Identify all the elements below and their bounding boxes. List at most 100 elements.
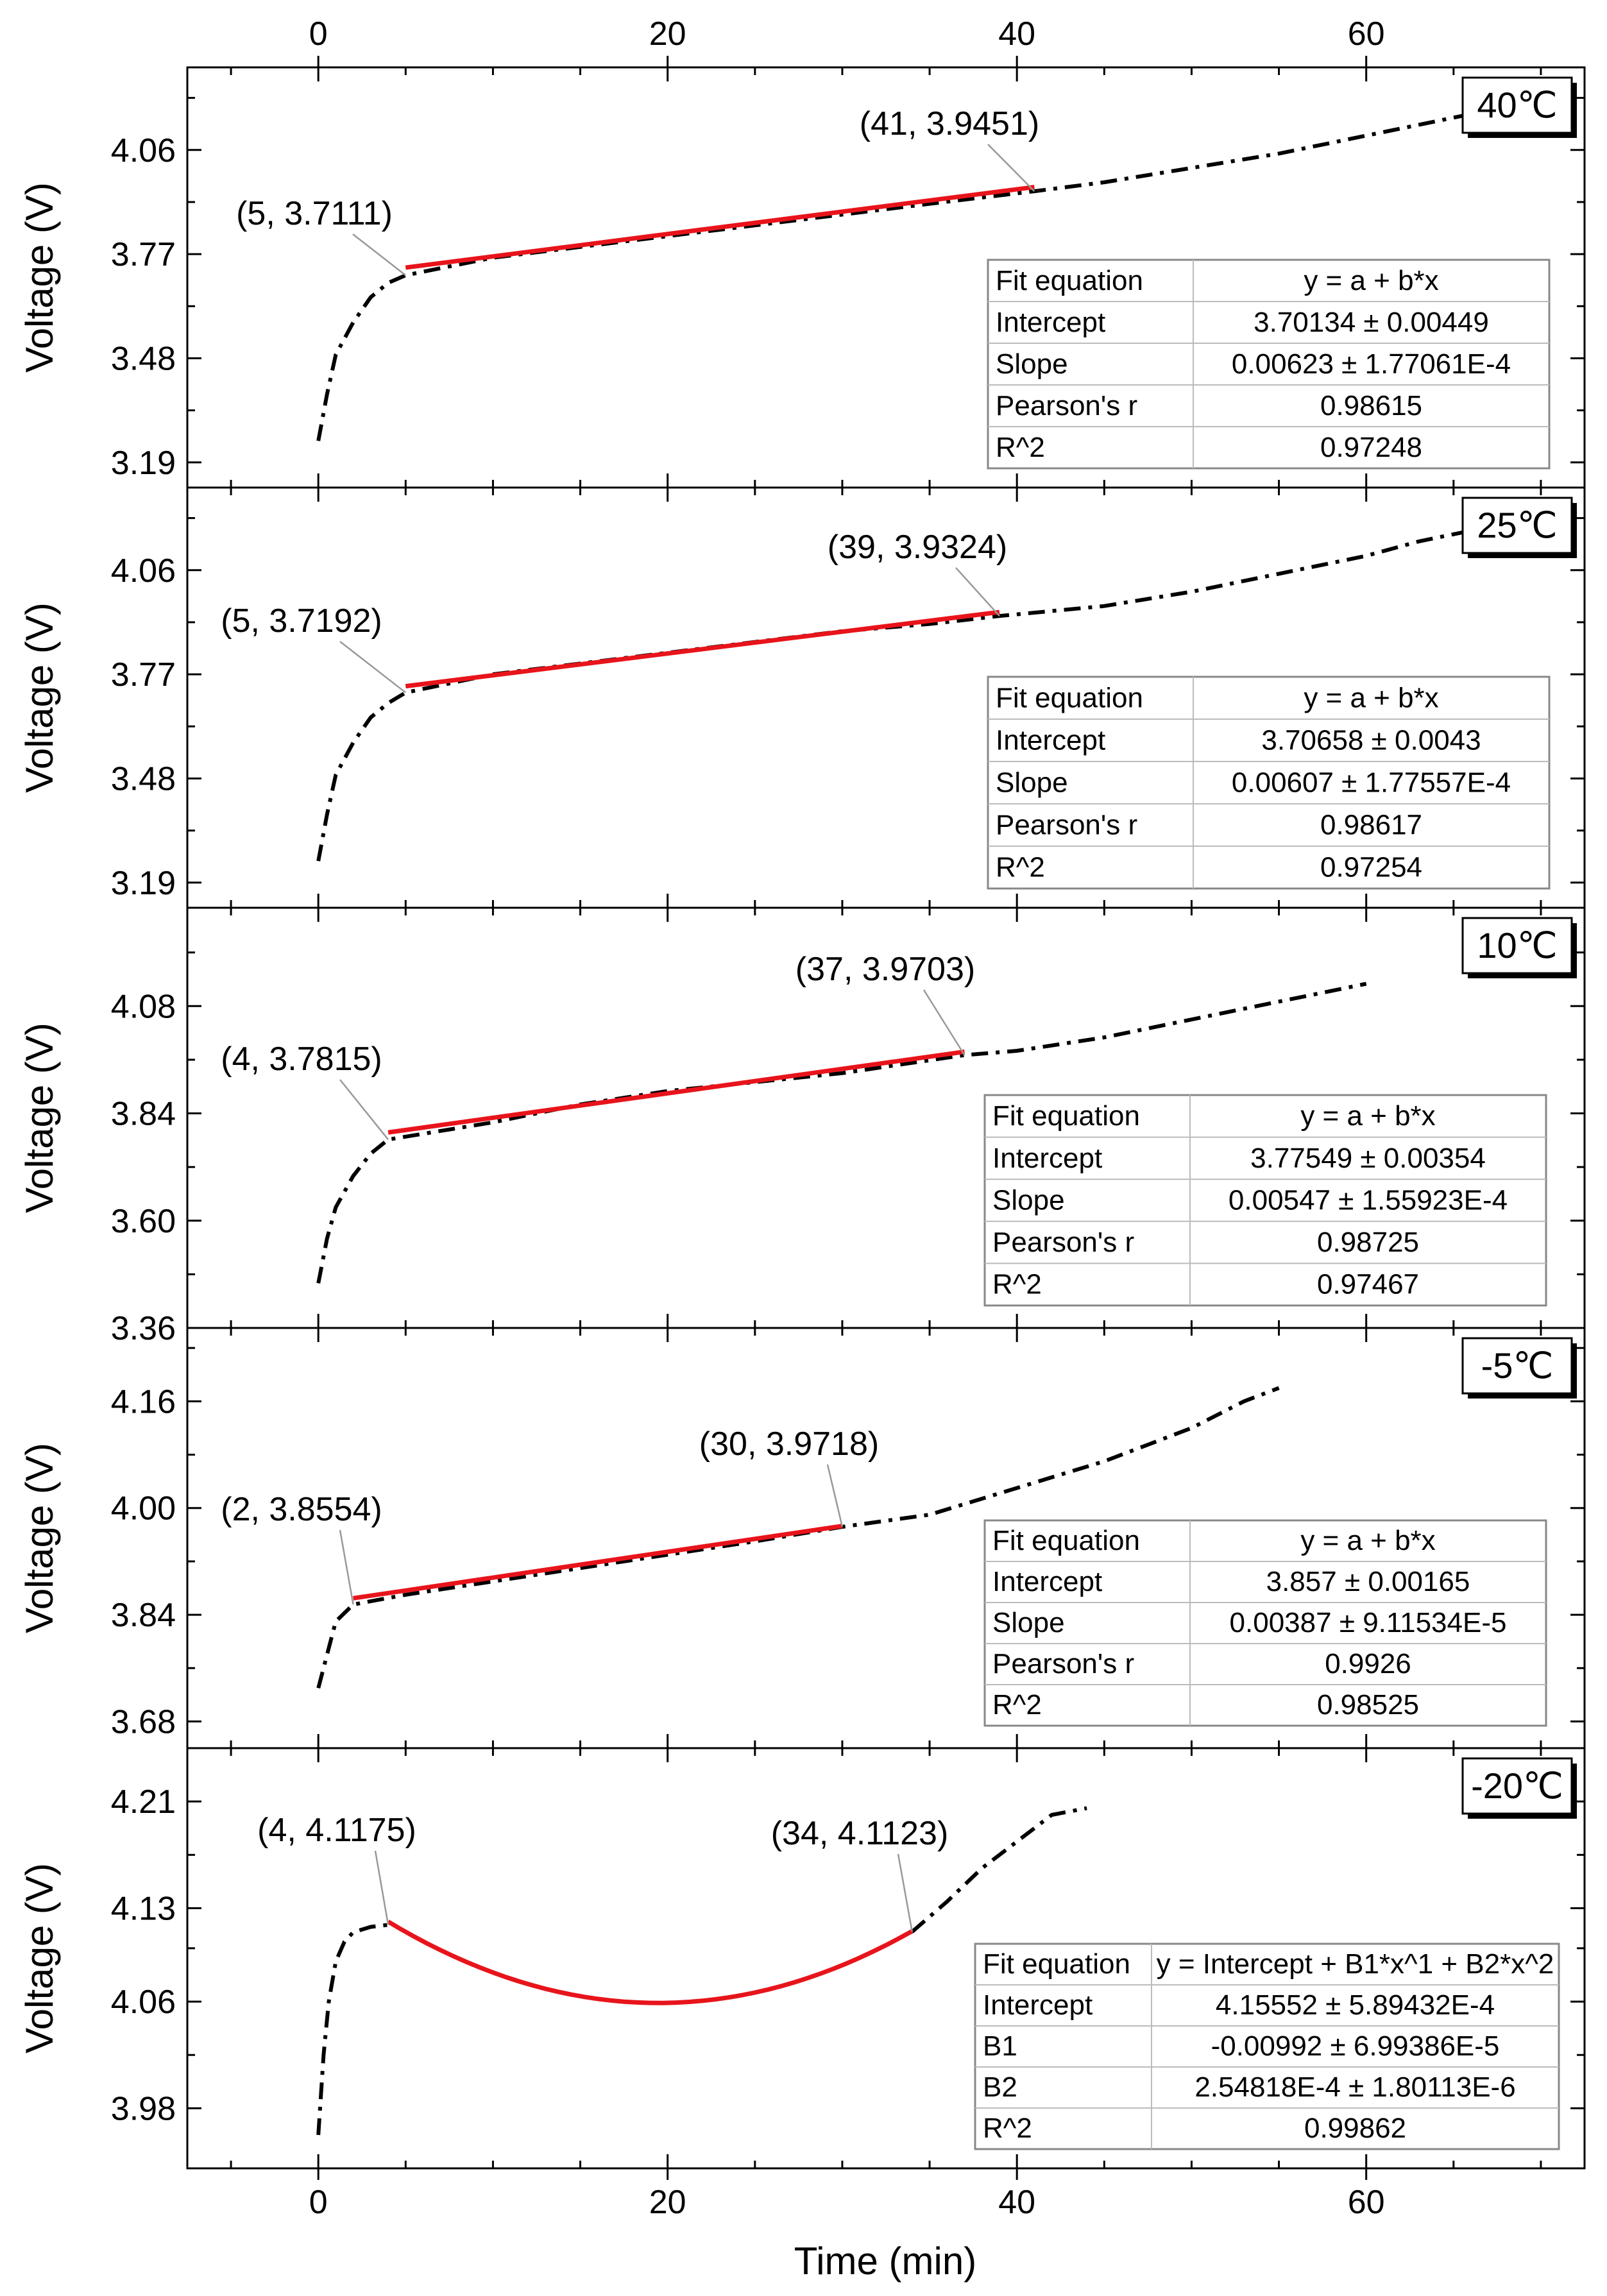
fit-table-key: Intercept [996,725,1105,756]
y-tick-label: 4.06 [111,132,176,169]
top-x-tick-label: 60 [1348,15,1385,53]
fit-table-key: R^2 [996,432,1045,463]
annotation-leader [352,234,407,276]
top-x-tick-label: 20 [649,15,686,53]
annotation-leader [955,567,1000,617]
fit-table [983,1094,1547,1307]
fit-table-key: Intercept [996,307,1105,338]
temperature-box [1461,76,1573,134]
bottom-x-tick-label: 20 [649,2184,686,2221]
fit-table-value: 0.00607 ± 1.77557E-4 [1232,767,1511,799]
fit-table-value: 0.97254 [1320,852,1422,883]
fit-line [405,609,1000,689]
y-tick-label: 4.13 [111,1891,176,1928]
point-annotation: (5, 3.7192) [221,602,382,640]
panel-frame [186,1747,1586,2170]
fit-table-value: 0.98525 [1317,1689,1419,1721]
y-tick-label: 3.77 [111,656,176,693]
fit-table-value: 4.15552 ± 5.89432E-4 [1216,1989,1495,2021]
annotation-leader [339,1079,389,1141]
fit-table-key: R^2 [992,1269,1042,1300]
annotation-leader [374,1850,389,1925]
fit-table-value: 2.54818E-4 ± 1.80113E-6 [1195,2071,1515,2103]
fit-line [387,1049,965,1135]
fit-table-key: Pearson's r [996,390,1137,421]
temperature-label: 40℃ [1477,85,1557,125]
y-tick-label: 3.48 [111,760,176,797]
fit-table-value: 0.98615 [1320,390,1422,421]
fit-table-key: B2 [983,2071,1017,2103]
fit-table [983,1519,1547,1727]
bottom-x-tick-label: 0 [309,2184,328,2221]
fit-table-key: Slope [992,1184,1065,1216]
fit-table-value: 3.857 ± 0.00165 [1266,1566,1470,1597]
fit-table-key: Intercept [992,1566,1102,1597]
y-tick-label: 3.68 [111,1703,176,1740]
fit-table-value: 0.97248 [1320,432,1422,463]
point-annotation: (37, 3.9703) [795,951,975,988]
fit-table-value: 0.98725 [1317,1227,1419,1258]
point-annotation: (5, 3.7111) [236,195,393,232]
bottom-x-axis: 0 20 40 60 [309,2184,1385,2221]
fit-table-value: 3.70134 ± 0.00449 [1254,307,1489,338]
fit-table-key: Fit equation [992,1100,1140,1132]
annotation-leader [826,1464,844,1527]
y-tick-label: 3.48 [111,340,176,377]
fit-table-value: y = a + b*x [1300,1525,1435,1556]
point-annotation: (2, 3.8554) [221,1491,382,1528]
y-tick-label: 4.00 [111,1490,176,1527]
fit-table-value: y = Intercept + B1*x^1 + B2*x^2 [1157,1948,1554,1980]
temperature-box [1461,917,1573,974]
y-axis-title: Voltage (V) [18,182,61,373]
fit-line [353,1524,843,1601]
y-tick-label: 4.06 [111,552,176,590]
fit-table-key: R^2 [983,2113,1032,2144]
x-axis-title: Time (min) [794,2240,976,2283]
temperature-box [1461,1757,1573,1815]
fit-table-key: Fit equation [996,683,1143,714]
fit-table-value: 0.98617 [1320,810,1422,841]
y-tick-label: 3.98 [111,2090,176,2127]
annotation-leader [339,641,407,693]
y-tick-label: 4.21 [111,1783,176,1821]
fit-table-key: B1 [983,2030,1017,2062]
fit-table-value: -0.00992 ± 6.99386E-5 [1211,2030,1500,2062]
panel-2: 3.36 3.60 3.84 4.08 Voltage (V) (4, 3.7815) (3… [18,906,1586,1347]
bottom-x-tick-label: 60 [1348,2184,1385,2221]
panels: 3.19 3.48 3.77 4.06 Voltage (V) (5, 3.7111) (4… [18,56,1586,2180]
fit-table-value: 0.00547 ± 1.55923E-4 [1229,1184,1508,1216]
y-axis-title: Voltage (V) [18,1443,61,1633]
annotation-leader [987,144,1035,192]
temperature-label: 10℃ [1477,925,1557,965]
fit-table-value: 0.9926 [1325,1648,1411,1679]
panel-3: 3.68 3.84 4.00 4.16 Voltage (V) (2, 3.8554) (3… [18,1327,1586,1749]
temperature-label: -5℃ [1481,1345,1554,1386]
fit-table-value: 0.00387 ± 9.11534E-5 [1230,1607,1507,1638]
y-tick-label: 3.19 [111,865,176,902]
fit-table-key: Pearson's r [996,810,1137,841]
y-tick-label: 3.84 [111,1597,176,1634]
y-tick-label: 3.84 [111,1096,176,1133]
point-annotation: (30, 3.9718) [699,1425,879,1463]
fit-table-key: Slope [992,1607,1065,1638]
fit-table-key: Slope [996,348,1068,380]
point-annotation: (4, 4.1175) [257,1812,416,1849]
fit-table [987,676,1551,890]
panel-0: 3.19 3.48 3.77 4.06 Voltage (V) (5, 3.7111) (4… [18,56,1586,489]
temperature-box [1461,497,1573,554]
top-x-tick-label: 40 [998,15,1035,53]
point-annotation: (41, 3.9451) [860,105,1039,142]
y-tick-label: 3.77 [111,236,176,273]
point-annotation: (39, 3.9324) [828,529,1007,566]
y-tick-label: 3.60 [111,1203,176,1240]
fit-table-key: R^2 [996,852,1045,883]
bottom-x-tick-label: 40 [998,2184,1035,2221]
fit-table-value: 0.97467 [1317,1269,1419,1300]
annotation-leader [897,1853,914,1932]
fit-table [987,259,1551,470]
point-annotation: (34, 4.1123) [771,1815,949,1852]
fit-table-value: 3.70658 ± 0.0043 [1261,725,1481,756]
fit-table-key: R^2 [992,1689,1042,1721]
temperature-label: 25℃ [1477,505,1557,545]
